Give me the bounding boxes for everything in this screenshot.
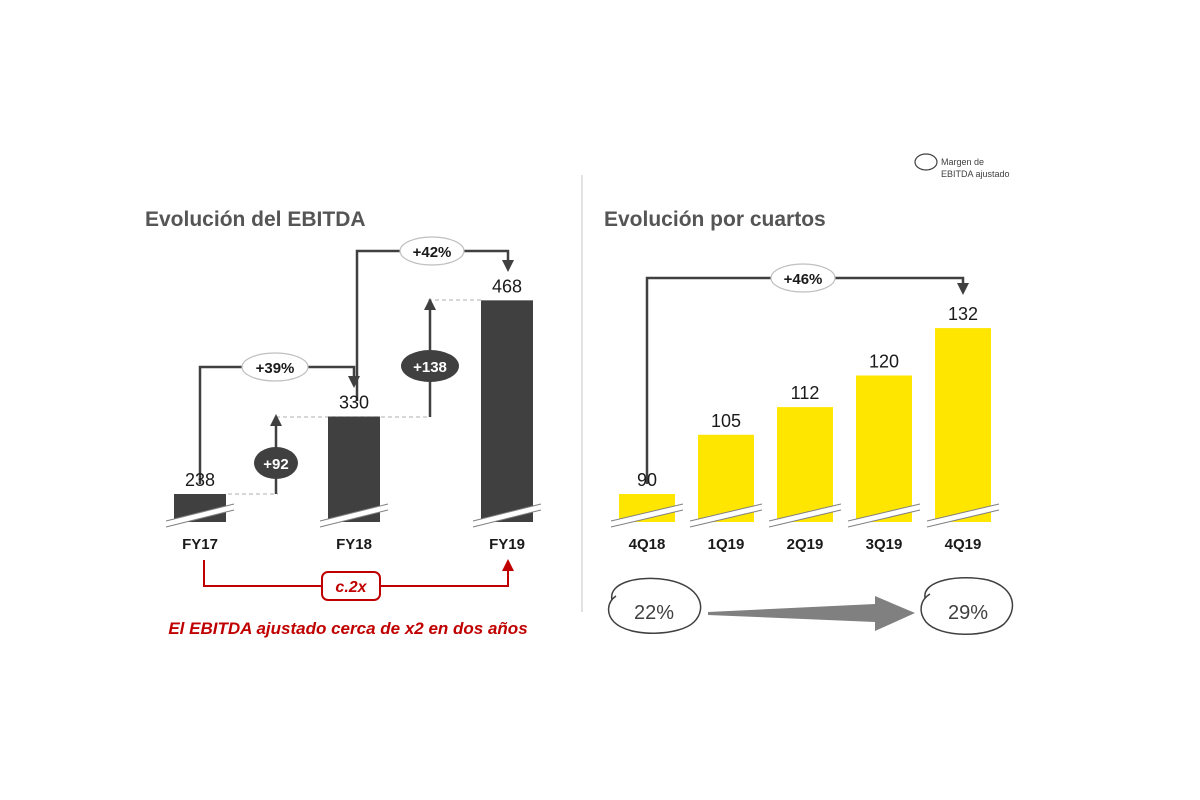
bar-fy19 bbox=[481, 300, 533, 522]
increment-label-1: +92 bbox=[263, 456, 288, 473]
growth-label-right: +46% bbox=[784, 271, 823, 288]
margin-trend-arrow bbox=[708, 596, 915, 631]
bar-2q19 bbox=[777, 407, 833, 522]
axis-break-line bbox=[847, 503, 921, 522]
category-label-fy19: FY19 bbox=[489, 536, 525, 553]
growth-arrowhead-right bbox=[957, 283, 969, 295]
category-label-2q19: 2Q19 bbox=[787, 536, 824, 553]
axis-break-mark bbox=[848, 504, 920, 527]
category-label-fy18: FY18 bbox=[336, 536, 372, 553]
bars-left bbox=[174, 300, 533, 522]
axis-break-mark bbox=[166, 504, 234, 527]
axis-break-line bbox=[926, 503, 1000, 522]
axis-break-mark bbox=[690, 504, 762, 527]
value-labels-right: 90 105 112 120 132 bbox=[637, 304, 978, 490]
category-label-1q19: 1Q19 bbox=[708, 536, 745, 553]
footnote: El EBITDA ajustado cerca de x2 en dos añ… bbox=[168, 619, 527, 638]
multiple-badge bbox=[321, 571, 381, 601]
axis-break-line bbox=[768, 509, 842, 528]
legend-line1: Margen de bbox=[941, 157, 984, 167]
category-label-4q19: 4Q19 bbox=[945, 536, 982, 553]
category-label-4q18: 4Q18 bbox=[629, 536, 666, 553]
multiple-bracket: c.2x bbox=[203, 559, 514, 601]
axis-break-line bbox=[165, 509, 235, 528]
margin-end-value: 29% bbox=[948, 602, 988, 624]
growth-badge-right bbox=[770, 263, 836, 293]
value-label-4q19: 132 bbox=[948, 304, 978, 324]
margin-circle-start bbox=[607, 577, 702, 634]
axis-break-line bbox=[847, 509, 921, 528]
axis-break-line bbox=[689, 509, 763, 528]
axis-break-line bbox=[926, 509, 1000, 528]
axis-break-line bbox=[689, 503, 763, 522]
axis-break-line bbox=[472, 503, 542, 522]
value-label-3q19: 120 bbox=[869, 352, 899, 372]
axis-break-line bbox=[472, 509, 542, 528]
value-label-2q19: 112 bbox=[791, 383, 820, 403]
axis-break-mark bbox=[769, 504, 841, 527]
value-label-fy18: 330 bbox=[339, 393, 369, 413]
axis-break-line bbox=[610, 503, 684, 522]
axis-break-line bbox=[610, 509, 684, 528]
chart-title-left: Evolución del EBITDA bbox=[145, 208, 366, 231]
axis-break-right bbox=[610, 503, 1000, 528]
bar-fy18 bbox=[328, 416, 380, 522]
value-labels-left: 238 330 468 bbox=[185, 276, 522, 490]
bar-1q19 bbox=[698, 434, 754, 522]
axis-break-mark bbox=[320, 504, 388, 527]
axis-break-line bbox=[319, 509, 389, 528]
axis-break-left bbox=[165, 503, 542, 528]
growth-arrowhead-2 bbox=[502, 260, 514, 272]
increment-label-2: +138 bbox=[413, 359, 447, 376]
axis-break-mark bbox=[473, 504, 541, 527]
value-label-fy17: 238 bbox=[185, 470, 215, 490]
margin-circle-end bbox=[920, 577, 1014, 635]
growth-label-1: +39% bbox=[256, 360, 295, 377]
axis-break-mark bbox=[927, 504, 999, 527]
increment-arrowhead-2 bbox=[424, 298, 436, 310]
value-label-4q18: 90 bbox=[637, 470, 657, 490]
category-label-3q19: 3Q19 bbox=[866, 536, 903, 553]
chart-title-right: Evolución por cuartos bbox=[604, 208, 826, 231]
axis-break-line bbox=[768, 503, 842, 522]
multiple-label: c.2x bbox=[335, 579, 367, 596]
category-labels-left: FY17 FY18 FY19 bbox=[182, 536, 525, 553]
bar-4q19 bbox=[935, 328, 991, 522]
growth-badge-2 bbox=[399, 236, 465, 266]
legend-line2: EBITDA ajustado bbox=[941, 169, 1010, 179]
margin-comparison: 22% 29% bbox=[607, 577, 1014, 635]
legend: Margen de EBITDA ajustado bbox=[914, 153, 1010, 179]
bars-right bbox=[619, 328, 991, 522]
axis-break-line bbox=[319, 503, 389, 522]
increment-badge-2 bbox=[401, 350, 459, 382]
growth-badge-1 bbox=[241, 352, 309, 382]
category-label-fy17: FY17 bbox=[182, 536, 218, 553]
increment-arrowhead-1 bbox=[270, 414, 282, 426]
axis-break-mark bbox=[611, 504, 683, 527]
increment-badge-1 bbox=[254, 447, 298, 479]
value-label-fy19: 468 bbox=[492, 276, 522, 296]
growth-label-2: +42% bbox=[413, 244, 452, 261]
margin-start-value: 22% bbox=[634, 602, 674, 624]
category-labels-right: 4Q18 1Q19 2Q19 3Q19 4Q19 bbox=[629, 536, 982, 553]
bar-3q19 bbox=[856, 375, 912, 522]
value-label-1q19: 105 bbox=[711, 411, 741, 431]
axis-break-line bbox=[165, 503, 235, 522]
legend-circle-icon bbox=[914, 153, 938, 171]
multiple-arrowhead bbox=[502, 559, 514, 571]
